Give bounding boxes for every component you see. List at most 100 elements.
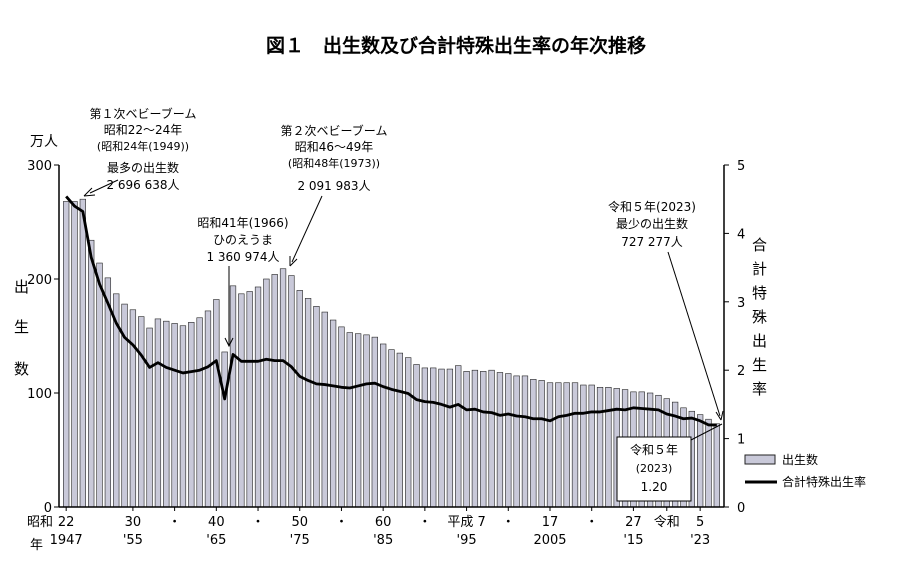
bar-1978 (321, 311, 328, 508)
left-tick-label-0: 0 (44, 501, 52, 516)
bar-2004 (538, 380, 545, 508)
bar-1956 (138, 316, 145, 508)
x-tick-label-top-5: 50 (291, 515, 308, 530)
annotation-hinoeuma: 昭和41年(1966) ひのえうま 1 360 974人 (197, 216, 289, 348)
bar-1955 (129, 309, 137, 508)
left-axis-title-char-1: 生 (14, 318, 29, 336)
ann-first-boom-line-1: 昭和22～24年 (104, 123, 183, 137)
bar-1966 (221, 351, 228, 508)
bar-2000 (505, 373, 512, 508)
bar-1981 (346, 332, 353, 508)
x-tick-label-top-2: ・ (168, 515, 181, 530)
ann-hinoeuma-line-0: 昭和41年(1966) (197, 216, 288, 230)
x-tick-label-top-3: 40 (208, 515, 225, 530)
bar-1976 (304, 298, 312, 508)
bar-1971 (263, 278, 270, 508)
bar-1999 (496, 372, 504, 508)
ann-min-births-arrowhead (715, 410, 724, 421)
right-axis-title-char-4: 出 (752, 332, 767, 350)
x-tick-label-top-9: 平成 7 (447, 515, 485, 530)
x-tick-label-top-13: 27 (625, 515, 642, 530)
x-tick-label-top-4: ・ (252, 515, 265, 530)
x-tick-label-bottom-3: '75 (290, 533, 310, 548)
bar-1991 (430, 367, 437, 508)
x-tick-label-bottom-7: '15 (623, 533, 643, 548)
right-tick-label-3: 3 (737, 296, 745, 311)
bar-1957 (146, 327, 153, 508)
bar-1970 (254, 286, 262, 508)
x-tick-label-top-12: ・ (585, 515, 598, 530)
x-corner-label: 年 (30, 538, 43, 553)
bar-1993 (446, 368, 454, 508)
bar-2002 (521, 375, 529, 508)
x-tick-label-top-6: ・ (335, 515, 348, 530)
x-tick-label-top-7: 60 (375, 515, 392, 530)
bar-1958 (154, 318, 162, 508)
right-tick-label-1: 1 (737, 433, 745, 448)
ann-latest-tfr-line-1: (2023) (636, 462, 673, 475)
bar-1987 (396, 352, 403, 508)
x-tick-label-top-14: 令和 (654, 515, 680, 530)
right-axis-title-char-0: 合 (752, 236, 767, 254)
x-tick-label-top-1: 30 (125, 515, 142, 530)
ann-hinoeuma-line-2: 1 360 974人 (206, 250, 279, 264)
bar-2023 (697, 414, 704, 508)
ann-first-boom-line-3: 最多の出生数 (107, 160, 179, 175)
ann-first-boom-line-4: 2 696 638人 (106, 178, 179, 192)
right-axis-title-char-1: 計 (752, 260, 767, 278)
x-tick-label-top-10: ・ (502, 515, 515, 530)
bar-1949 (79, 198, 86, 508)
ann-min-births-arrow (667, 251, 721, 417)
bar-1961 (179, 325, 187, 508)
ann-latest-tfr-line-2: 1.20 (641, 480, 668, 494)
ann-latest-tfr-box (616, 436, 692, 502)
ann-min-births-line-1: 最少の出生数 (616, 216, 688, 231)
ann-first-boom-line-2: (昭和24年(1949)) (97, 139, 189, 153)
bar-1979 (329, 319, 337, 508)
bar-1967 (229, 285, 237, 508)
bar-2009 (580, 384, 587, 508)
bar-1996 (471, 369, 479, 508)
annotation-min-births: 令和５年(2023) 最少の出生数 727 277人 (608, 199, 724, 421)
bar-1973 (279, 268, 287, 508)
bar-1998 (488, 369, 495, 508)
right-tick-label-4: 4 (737, 227, 745, 242)
bar-1992 (438, 368, 445, 508)
bar-1968 (238, 293, 245, 508)
bar-1990 (421, 367, 428, 508)
left-axis-title-char-0: 出 (14, 278, 29, 296)
x-tick-label-bottom-8: '23 (690, 533, 710, 548)
bar-1959 (163, 320, 170, 508)
left-ticks-group: 0 100 200 300 (27, 159, 59, 516)
ann-second-boom-line-2: (昭和48年(1973)) (288, 156, 380, 170)
legend-bar-label: 出生数 (782, 452, 818, 467)
x-tick-label-top-11: 17 (542, 515, 559, 530)
bar-2012 (605, 386, 612, 508)
legend-bar-swatch (744, 454, 776, 465)
left-tick-label-1: 100 (27, 387, 52, 402)
ann-min-births-line-2: 727 277人 (621, 235, 683, 249)
ann-second-boom-line-3: 2 091 983人 (297, 179, 370, 193)
bar-1969 (246, 291, 253, 508)
bar-1975 (296, 290, 303, 508)
tfr-line-group (65, 195, 717, 427)
bar-1986 (388, 349, 395, 508)
right-axis-title-char-5: 生 (752, 356, 767, 374)
bar-1964 (204, 310, 212, 508)
ann-latest-tfr-line-0: 令和５年 (630, 442, 678, 457)
bar-1951 (96, 262, 103, 508)
bar-1980 (338, 326, 345, 508)
right-axis-title-char-6: 率 (752, 380, 767, 398)
bar-1948 (71, 201, 78, 508)
bar-2008 (571, 382, 579, 508)
ann-second-boom-line-1: 昭和46～49年 (295, 140, 374, 154)
bar-1989 (413, 364, 420, 508)
x-tick-label-bottom-4: '85 (373, 533, 393, 548)
ann-latest-tfr-leader (690, 423, 723, 441)
right-tick-label-0: 0 (737, 501, 745, 516)
left-axis-unit: 万人 (30, 134, 58, 150)
bar-2007 (563, 382, 570, 508)
bar-2005 (546, 382, 554, 508)
x-tick-label-top-8: ・ (418, 515, 431, 530)
